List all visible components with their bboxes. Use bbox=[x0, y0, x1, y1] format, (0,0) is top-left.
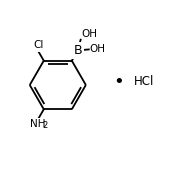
Text: •: • bbox=[114, 73, 124, 91]
Text: OH: OH bbox=[81, 29, 97, 39]
Text: NH: NH bbox=[30, 119, 46, 129]
Text: 2: 2 bbox=[42, 121, 47, 130]
Text: OH: OH bbox=[89, 44, 105, 54]
Text: Cl: Cl bbox=[33, 40, 44, 50]
Text: HCl: HCl bbox=[134, 75, 155, 88]
Text: B: B bbox=[73, 44, 82, 57]
